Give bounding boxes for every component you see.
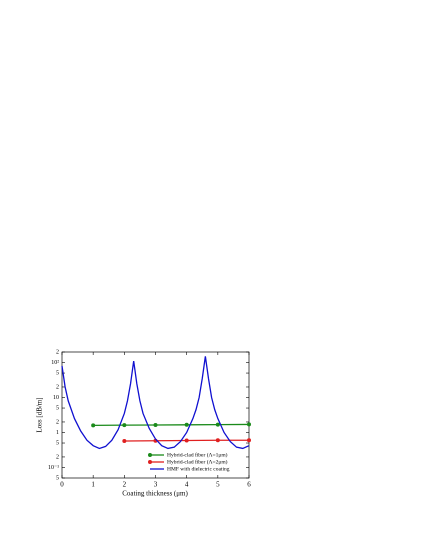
data-point <box>153 422 158 427</box>
x-axis-label: Coating thickness (μm) <box>122 490 188 498</box>
y-tick-label: 2 <box>56 419 59 425</box>
x-tick-label: 2 <box>123 481 127 489</box>
y-tick-label: 10⁻¹ <box>48 465 59 471</box>
y-tick-label: 2 <box>56 384 59 390</box>
y-tick-label: 10 <box>53 395 59 401</box>
legend-marker <box>148 453 152 457</box>
x-tick-label: 5 <box>216 481 220 489</box>
data-point <box>184 438 189 443</box>
legend-label: HMF with dielectric coating <box>167 466 230 472</box>
y-tick-label: 10² <box>51 360 59 366</box>
y-tick-label: 1 <box>56 430 59 436</box>
y-tick-label: 2 <box>56 454 59 460</box>
legend-marker <box>148 460 152 464</box>
data-point <box>215 422 220 427</box>
y-axis-label: Loss [dB/m] <box>36 397 44 432</box>
legend-label: Hybrid-clad fiber (Λ=1μm) <box>167 451 228 458</box>
x-tick-label: 4 <box>185 481 189 489</box>
data-point <box>184 422 189 427</box>
data-point <box>122 439 127 444</box>
y-tick-label: 5 <box>56 440 59 446</box>
data-point <box>247 438 251 443</box>
data-point <box>122 423 127 428</box>
legend-label: Hybrid-clad fiber (Λ=2μm) <box>167 458 228 465</box>
y-tick-label: 2 <box>56 349 59 355</box>
x-tick-label: 1 <box>91 481 95 489</box>
y-tick-label: 5 <box>56 405 59 411</box>
x-tick-label: 3 <box>154 481 158 489</box>
x-tick-label: 6 <box>247 481 251 489</box>
x-tick-label: 0 <box>60 481 64 489</box>
series-line <box>93 423 250 426</box>
data-point <box>247 422 251 427</box>
data-point <box>215 438 220 443</box>
series-line <box>61 356 250 450</box>
y-tick-label: 5 <box>56 370 59 376</box>
data-point <box>91 423 96 428</box>
y-tick-label: 5 <box>56 475 59 481</box>
